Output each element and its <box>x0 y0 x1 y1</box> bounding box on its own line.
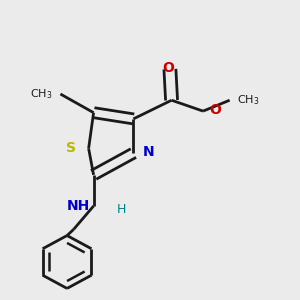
Text: NH: NH <box>67 199 90 213</box>
Text: CH$_3$: CH$_3$ <box>30 87 52 101</box>
Text: O: O <box>162 61 174 75</box>
Text: CH$_3$: CH$_3$ <box>237 93 259 107</box>
Text: O: O <box>209 103 220 117</box>
Text: H: H <box>117 202 127 216</box>
Text: N: N <box>142 146 154 160</box>
Text: S: S <box>66 141 76 155</box>
